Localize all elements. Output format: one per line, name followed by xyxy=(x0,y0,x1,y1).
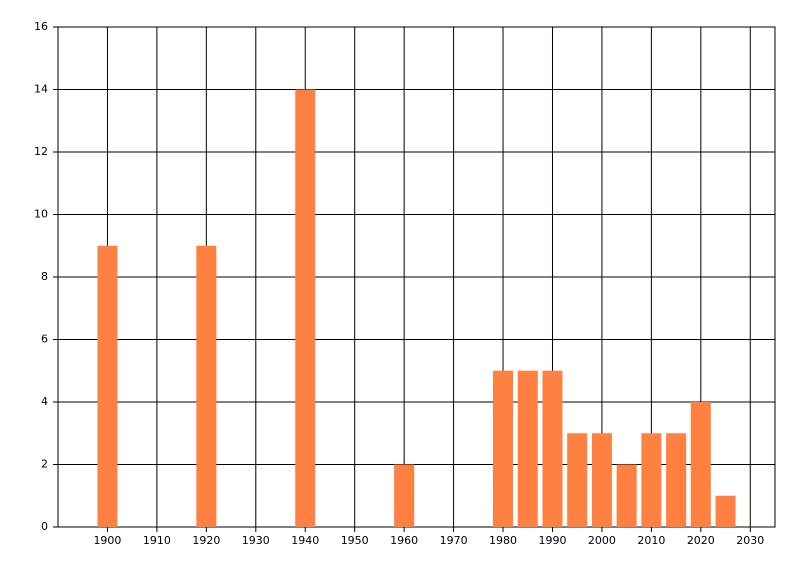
bar xyxy=(394,464,415,527)
x-tick-label: 1970 xyxy=(440,534,468,547)
x-tick-label: 1900 xyxy=(93,534,121,547)
bar xyxy=(517,370,538,527)
bar xyxy=(616,464,637,527)
y-tick-label: 0 xyxy=(41,520,48,533)
y-tick-label: 12 xyxy=(34,145,48,158)
bar xyxy=(196,245,217,527)
x-tick-label: 1940 xyxy=(291,534,319,547)
y-tick-label: 14 xyxy=(34,83,48,96)
x-tick-label: 2020 xyxy=(687,534,715,547)
x-tick-label: 2000 xyxy=(588,534,616,547)
y-tick-label: 2 xyxy=(41,458,48,471)
bar xyxy=(591,433,612,527)
y-tick-label: 10 xyxy=(34,208,48,221)
bar xyxy=(666,433,687,527)
x-tick-label: 1920 xyxy=(192,534,220,547)
y-tick-label: 16 xyxy=(34,20,48,33)
bar xyxy=(493,370,514,527)
bar xyxy=(295,89,316,527)
x-tick-label: 1990 xyxy=(538,534,566,547)
x-tick-label: 2030 xyxy=(736,534,764,547)
bar xyxy=(715,495,736,527)
x-tick-label: 1980 xyxy=(489,534,517,547)
bar xyxy=(542,370,563,527)
x-tick-label: 2010 xyxy=(637,534,665,547)
bar xyxy=(97,245,118,527)
y-tick-label: 4 xyxy=(41,395,48,408)
x-tick-label: 1960 xyxy=(390,534,418,547)
x-tick-label: 1950 xyxy=(341,534,369,547)
y-tick-label: 6 xyxy=(41,333,48,346)
bar xyxy=(641,433,662,527)
bar xyxy=(690,402,711,527)
x-tick-label: 1910 xyxy=(143,534,171,547)
x-tick-label: 1930 xyxy=(242,534,270,547)
bar xyxy=(567,433,588,527)
y-tick-label: 8 xyxy=(41,270,48,283)
